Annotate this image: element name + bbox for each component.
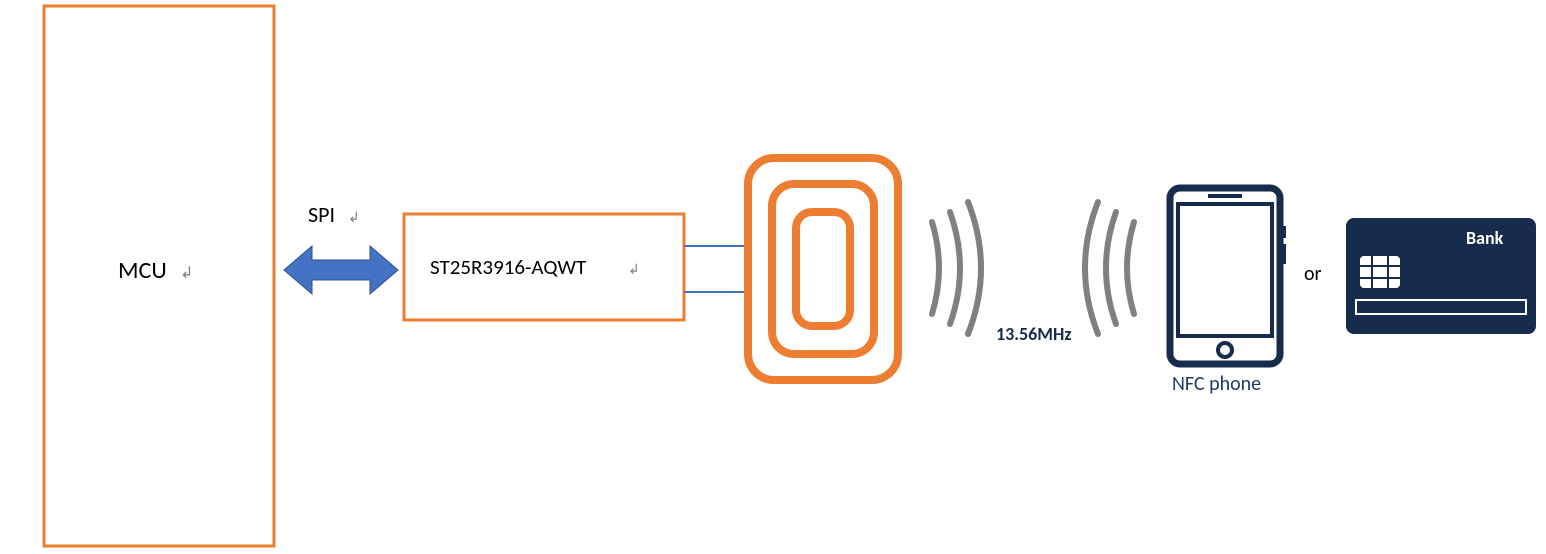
signal-waves-left-icon — [932, 202, 981, 334]
chip-label-symbol: ↲ — [628, 261, 640, 278]
antenna-icon — [748, 158, 898, 380]
phone-icon — [1170, 188, 1286, 364]
spi-label-symbol: ↲ — [348, 209, 360, 226]
mcu-label: MCU — [118, 256, 167, 285]
chip-label: ST25R3916-AQWT — [430, 254, 586, 280]
phone-label: NFC phone — [1172, 372, 1261, 396]
mcu-label-symbol: ↲ — [180, 264, 193, 283]
spi-arrow — [284, 246, 398, 294]
bank-card-label: Bank — [1466, 227, 1504, 249]
spi-label: SPI — [308, 201, 335, 228]
bank-card-icon: Bank — [1346, 218, 1536, 334]
or-label: or — [1304, 262, 1322, 286]
nfc-block-diagram: MCU ↲ SPI ↲ ST25R3916-AQWT ↲ 13.56MHz — [0, 0, 1546, 554]
frequency-label: 13.56MHz — [996, 323, 1072, 345]
signal-waves-right-icon — [1085, 202, 1134, 334]
